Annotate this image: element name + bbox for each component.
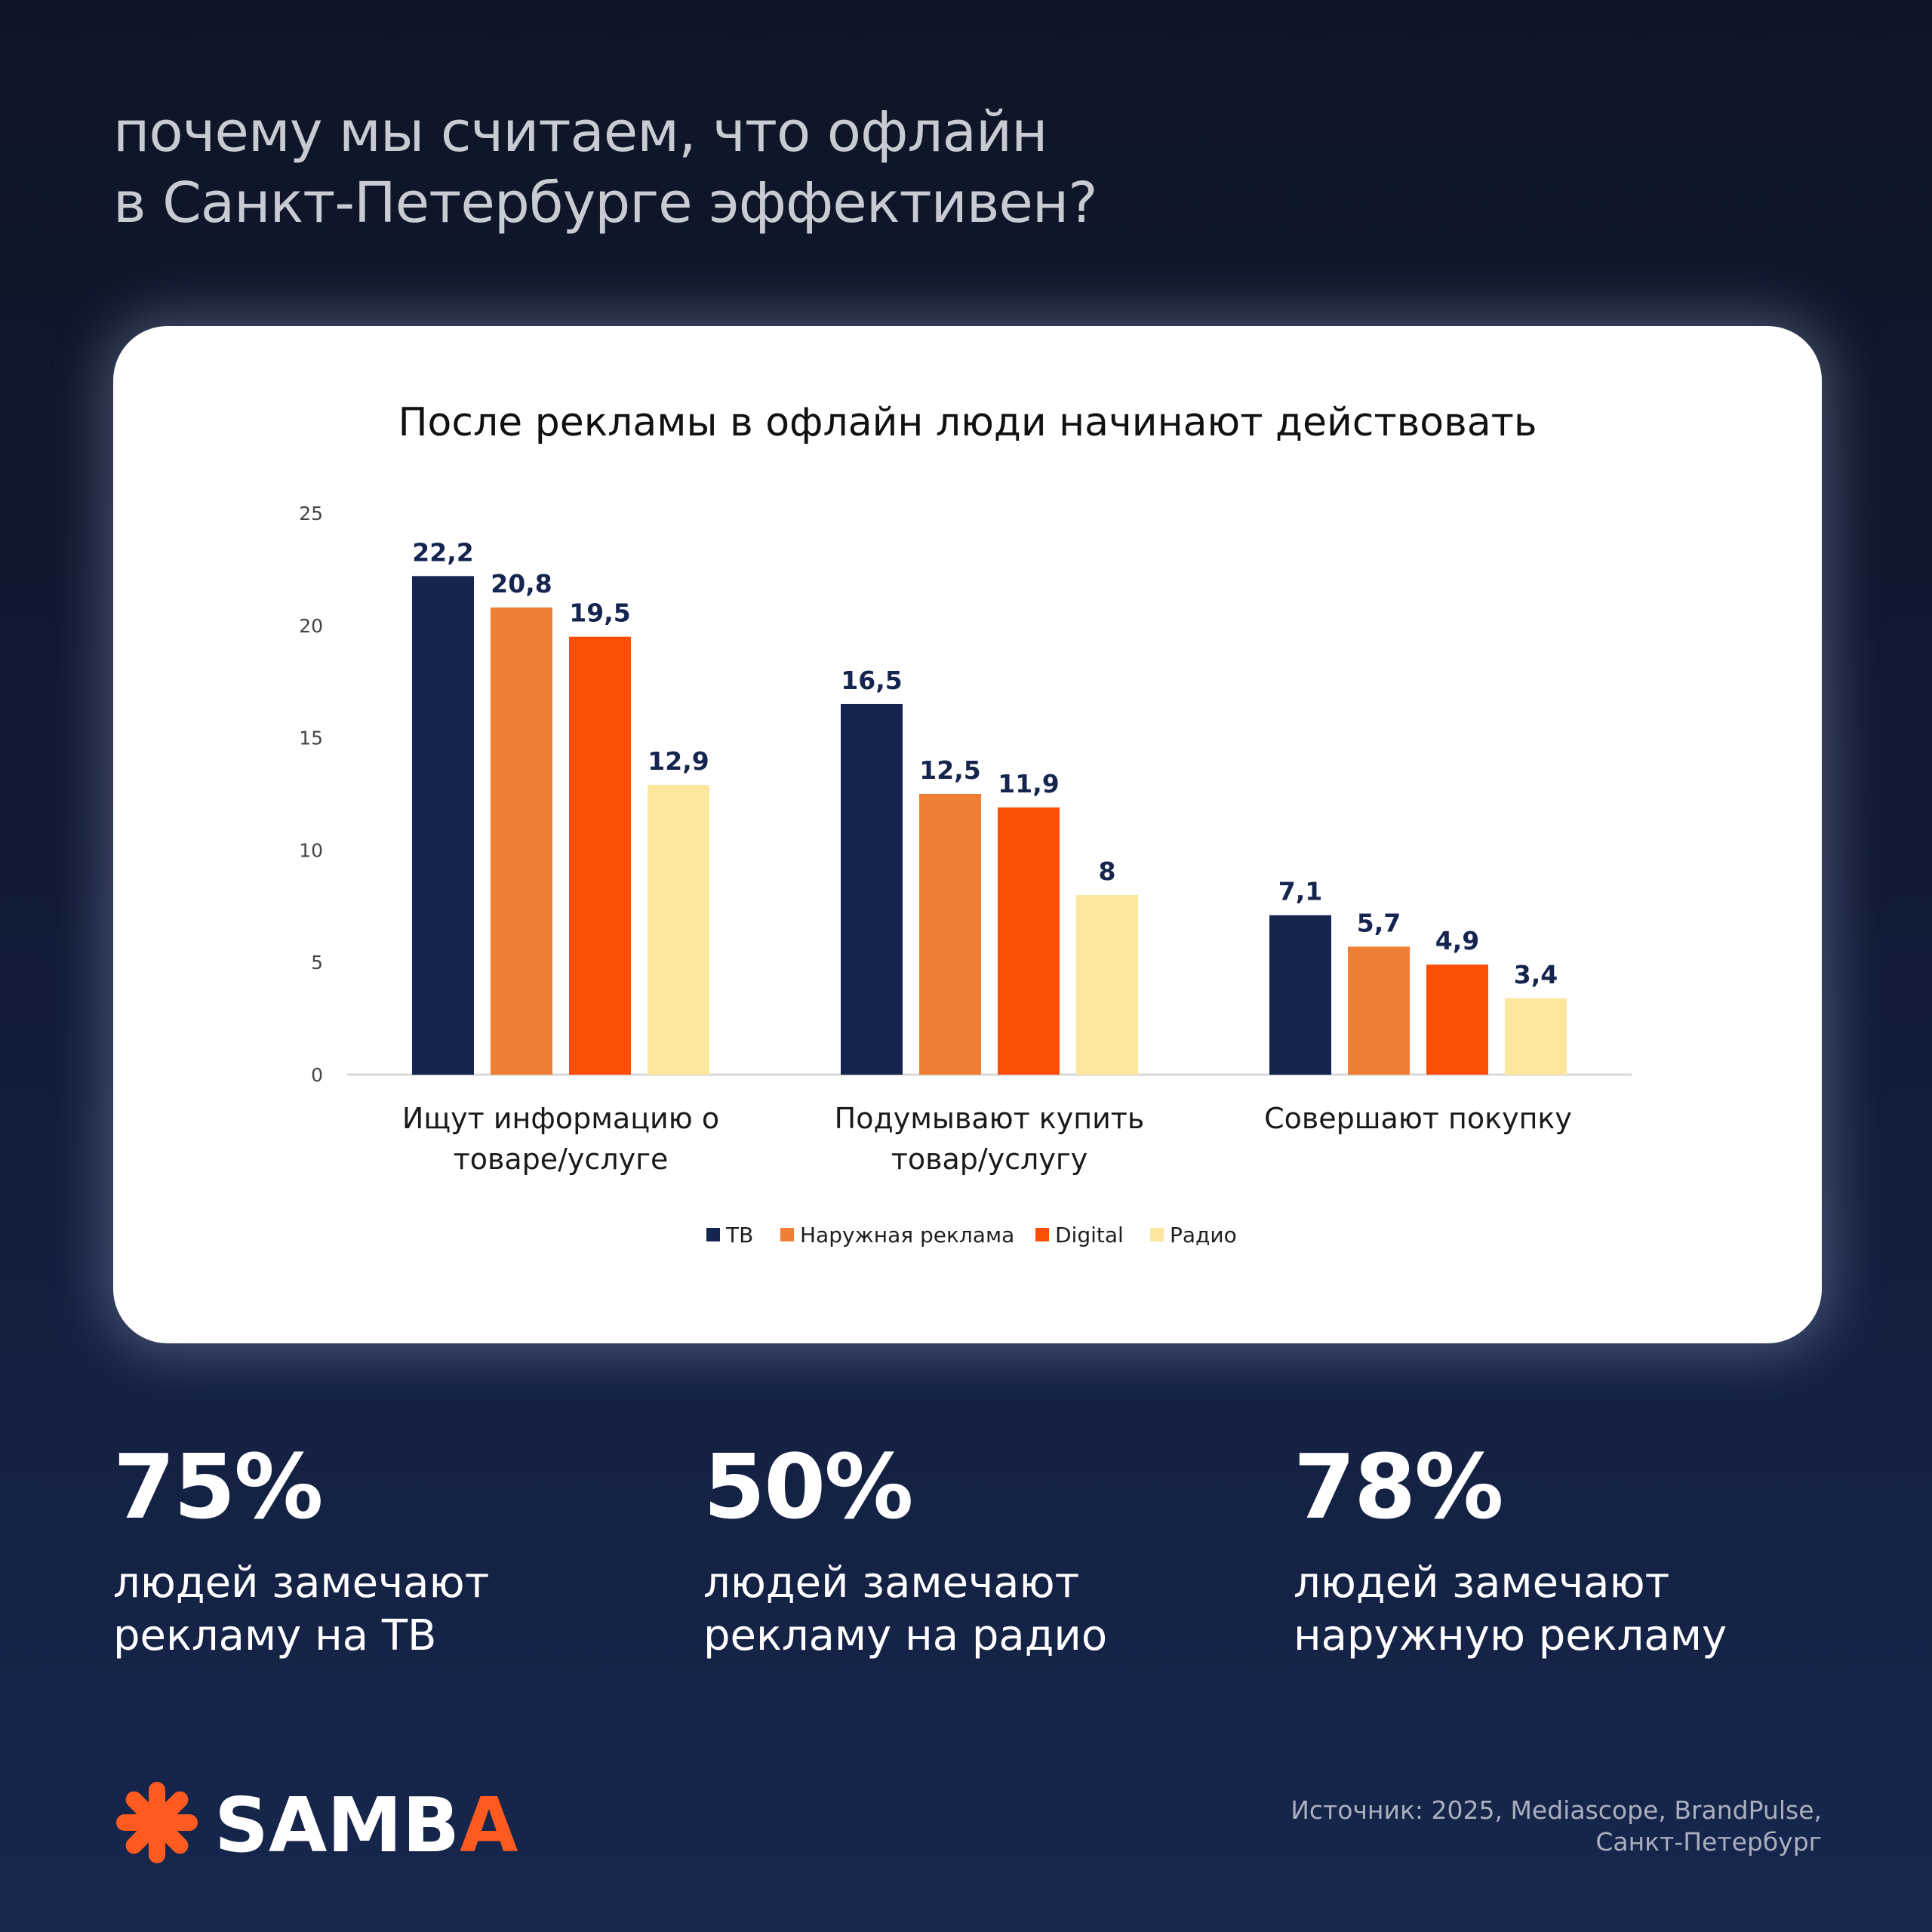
y-tick-label: 5 [311,952,323,974]
logo-text-main: SAMB [214,1781,460,1868]
data-label: 4,9 [1435,926,1479,955]
bar [998,807,1060,1075]
bar [569,636,631,1075]
bar [1076,894,1138,1075]
source-line-2: Санкт-Петербург [1595,1827,1822,1857]
bar [841,703,903,1075]
stat-caption: людей замечают наружную рекламу [1294,1557,1727,1663]
data-label: 16,5 [841,666,902,695]
stat-value: 75% [113,1435,323,1539]
data-label: 3,4 [1514,960,1558,989]
x-tick-label: товар/услугу [891,1143,1088,1176]
bar [491,607,552,1075]
chart-title: После рекламы в офлайн люди начинают дей… [398,400,1537,445]
stat-outdoor: 78% людей замечают наружную рекламу [1294,1438,1727,1663]
legend-label: Радио [1170,1223,1237,1247]
bar [1426,964,1488,1075]
legend-swatch [706,1228,720,1241]
bar-chart: После рекламы в офлайн люди начинают дей… [299,400,1632,1247]
bar [648,785,709,1075]
headline: почему мы считаем, что офлайн в Санкт-Пе… [113,97,1098,238]
y-tick-label: 25 [299,503,323,525]
headline-line-1: почему мы считаем, что офлайн [113,100,1048,165]
bar [1348,946,1410,1075]
data-label: 20,8 [491,569,552,598]
data-label: 22,2 [412,537,473,567]
asterisk-icon [116,1782,198,1863]
data-label: 5,7 [1357,908,1401,937]
data-label: 12,5 [919,755,980,785]
stat-value: 78% [1294,1435,1503,1539]
bar [919,794,981,1075]
x-tick-label: Ищут информацию о [402,1102,719,1135]
data-label: 11,9 [998,769,1059,798]
legend-label: Digital [1055,1223,1124,1247]
y-tick-label: 10 [299,839,323,861]
y-tick-label: 0 [311,1064,323,1086]
x-tick-label: Подумывают купить [835,1102,1145,1135]
stat-caption: людей замечают рекламу на ТВ [113,1557,489,1663]
y-tick-label: 20 [299,615,323,637]
stat-radio: 50% людей замечают рекламу на радио [703,1438,1107,1663]
legend-label: ТВ [725,1223,753,1247]
stat-value: 50% [703,1435,913,1539]
samba-logo: SAMBA [116,1781,518,1868]
bar [1269,915,1331,1075]
bar [1505,998,1567,1075]
chart-card: После рекламы в офлайн люди начинают дей… [113,326,1822,1343]
x-tick-label: товаре/услуге [454,1143,669,1176]
source-line-1: Источник: 2025, Mediascope, BrandPulse, [1291,1795,1822,1825]
stat-caption-line-2: рекламу на радио [703,1611,1108,1660]
x-tick-label: Совершают покупку [1264,1102,1572,1135]
stat-caption-line-2: рекламу на ТВ [113,1611,437,1660]
legend-swatch [780,1228,794,1241]
y-tick-label: 15 [299,728,323,749]
bar [412,576,474,1075]
logo-wordmark: SAMBA [214,1781,518,1868]
stat-caption-line-1: людей замечают [703,1558,1080,1607]
stat-caption: людей замечают рекламу на радио [703,1557,1107,1663]
headline-line-2: в Санкт-Петербурге эффективен? [113,171,1098,235]
logo-text-accent: A [460,1781,518,1868]
stat-caption-line-2: наружную рекламу [1294,1611,1727,1660]
source-note: Источник: 2025, Mediascope, BrandPulse, … [1291,1795,1822,1858]
data-label: 12,9 [648,746,709,776]
stat-tv: 75% людей замечают рекламу на ТВ [113,1438,489,1663]
stat-caption-line-1: людей замечают [1294,1558,1670,1607]
legend-swatch [1035,1228,1049,1241]
data-label: 8 [1099,857,1116,886]
data-label: 19,5 [569,598,630,628]
stat-caption-line-1: людей замечают [113,1558,490,1607]
legend-swatch [1150,1228,1164,1241]
legend-label: Наружная реклама [800,1223,1014,1247]
data-label: 7,1 [1278,877,1322,906]
